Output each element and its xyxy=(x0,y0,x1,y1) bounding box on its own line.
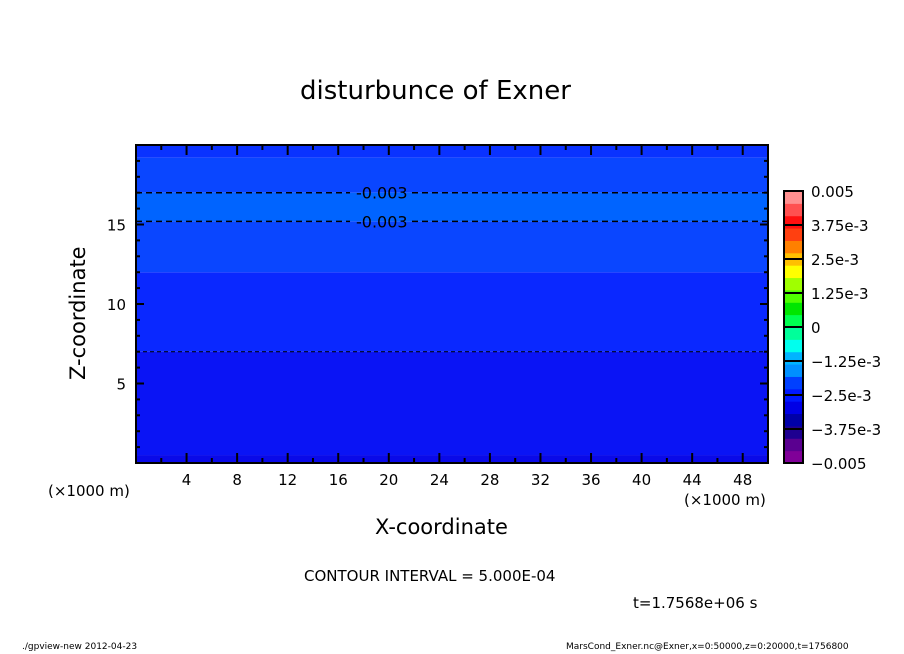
contour-band xyxy=(136,157,768,193)
footer-left: ./gpview-new 2012-04-23 xyxy=(22,642,138,652)
x-tick-label: 4 xyxy=(182,471,192,489)
colorbar-label: 3.75e-3 xyxy=(811,217,869,235)
colorbar-label: −0.005 xyxy=(811,455,867,473)
x-tick-label: 16 xyxy=(329,471,348,489)
x-tick-label: 8 xyxy=(232,471,242,489)
contour-label: -0.003 xyxy=(356,184,408,203)
colorbar-label: 2.5e-3 xyxy=(811,251,859,269)
x-tick-label: 44 xyxy=(683,471,702,489)
colorbar-cell xyxy=(784,265,803,279)
x-tick-label: 20 xyxy=(379,471,398,489)
x-tick-label: 32 xyxy=(531,471,550,489)
x-tick-label: 48 xyxy=(733,471,752,489)
colorbar-cell xyxy=(784,351,803,365)
x-unit-label: (×1000 m) xyxy=(684,491,766,509)
colorbar-label: −2.5e-3 xyxy=(811,387,872,405)
contour-band xyxy=(136,351,768,456)
x-tick-label: 28 xyxy=(480,471,499,489)
colorbar-cell xyxy=(784,228,803,241)
colorbar-cell xyxy=(784,376,803,390)
colorbar-cell xyxy=(784,289,803,303)
x-tick-label: 24 xyxy=(430,471,449,489)
y-tick-label: 15 xyxy=(107,217,126,235)
time-label: t=1.7568e+06 s xyxy=(633,594,758,612)
colorbar-cell xyxy=(784,425,803,439)
colorbar-frame xyxy=(783,190,804,464)
colorbar-label: 1.25e-3 xyxy=(811,285,869,303)
contour-band xyxy=(136,221,768,273)
colorbar-label: 0 xyxy=(811,319,821,337)
colorbar-cell xyxy=(784,438,803,452)
y-tick-label: 5 xyxy=(116,376,126,394)
x-axis-label: X-coordinate xyxy=(375,515,508,539)
colorbar-label: −1.25e-3 xyxy=(811,353,881,371)
colorbar-cell xyxy=(784,364,803,377)
colorbar-cell xyxy=(784,339,803,353)
colorbar-cell xyxy=(784,191,803,204)
colorbar-label: −3.75e-3 xyxy=(811,421,881,439)
y-axis-label: Z-coordinate xyxy=(66,246,90,380)
colorbar-cell xyxy=(784,215,803,229)
colorbar-cell xyxy=(784,302,803,316)
x-tick-label: 36 xyxy=(581,471,600,489)
x-tick-label: 12 xyxy=(278,471,297,489)
contour-label: -0.003 xyxy=(356,212,408,231)
colorbar-cell xyxy=(784,450,803,464)
colorbar-cell xyxy=(784,240,803,254)
contour-band xyxy=(136,145,768,158)
footer-right: MarsCond_Exner.nc@Exner,x=0:50000,z=0:20… xyxy=(566,642,849,652)
contour-band xyxy=(136,192,768,222)
contour-interval: CONTOUR INTERVAL = 5.000E-04 xyxy=(304,567,556,585)
y-unit-label: (×1000 m) xyxy=(48,482,130,500)
colorbar-cell xyxy=(784,277,803,291)
colorbar-cell xyxy=(784,401,803,415)
y-tick-label: 10 xyxy=(107,296,126,314)
colorbar-cell xyxy=(784,314,803,328)
colorbar-cell xyxy=(784,413,803,427)
x-tick-label: 40 xyxy=(632,471,651,489)
colorbar-cell xyxy=(784,327,803,340)
contour-band xyxy=(136,455,768,463)
colorbar-cell xyxy=(784,203,803,217)
chart-title: disturbunce of Exner xyxy=(300,76,571,106)
colorbar-label: 0.005 xyxy=(811,183,854,201)
contour-band xyxy=(136,272,768,352)
